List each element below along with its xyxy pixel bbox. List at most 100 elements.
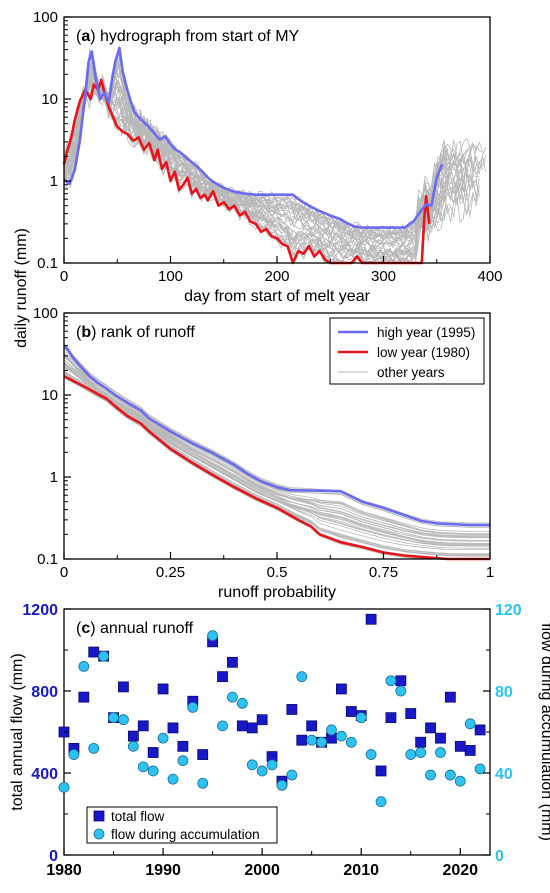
accumulation-flow-point (415, 747, 427, 758)
total-flow-point (88, 646, 100, 658)
x-tick-label: 100 (158, 268, 183, 285)
x-tick-label: 1990 (145, 862, 181, 879)
total-flow-point (286, 704, 298, 715)
other-year-line (63, 359, 490, 541)
accumulation-flow-point (365, 749, 377, 760)
legend-swatch (93, 810, 105, 822)
total-flow-point (118, 681, 129, 693)
total-flow-point (464, 745, 476, 756)
accumulation-flow-point (375, 796, 387, 808)
accumulation-flow-point (197, 777, 209, 789)
accumulation-flow-point (306, 734, 318, 746)
panel-title: (b) rank of runoff (76, 324, 195, 341)
accumulation-flow-point (335, 730, 347, 742)
accumulation-flow-point (88, 743, 100, 754)
legend-label: flow during accumulation (111, 827, 260, 842)
accumulation-flow-point (227, 691, 238, 703)
accumulation-flow-point (425, 769, 436, 781)
y2-tick-label: 120 (495, 602, 522, 619)
other-year-line (63, 56, 487, 238)
accumulation-flow-markers (58, 630, 486, 808)
other-year-line (63, 80, 445, 264)
x-tick-label: 0.25 (156, 564, 185, 581)
x-tick-label: 0.75 (369, 564, 398, 581)
total-flow-point (375, 765, 387, 777)
total-flow-point (405, 708, 417, 719)
total-flow-point (454, 740, 466, 752)
other-year-line (63, 356, 490, 539)
total-flow-point (296, 734, 308, 746)
accumulation-flow-point (187, 702, 199, 713)
total-flow-point (197, 749, 209, 760)
x-tick-label: 1 (486, 564, 494, 581)
total-flow-point (385, 712, 397, 724)
other-year-line (63, 56, 467, 242)
total-flow-point (474, 724, 486, 736)
legend-swatch (93, 828, 105, 840)
y-axis-label: total annual flow (mm) (9, 653, 26, 810)
y-tick-label: 1200 (22, 602, 58, 619)
x-tick-label: 0 (60, 564, 68, 581)
legend-label: total flow (111, 809, 165, 824)
y-tick-label: 100 (33, 305, 58, 322)
accumulation-flow-point (217, 720, 228, 732)
other-year-line (63, 60, 487, 243)
total-flow-point (415, 736, 427, 748)
total-flow-point (127, 730, 139, 742)
y-tick-label: 0.1 (37, 255, 58, 272)
other-year-line (63, 362, 490, 546)
x-tick-label: 0.5 (267, 564, 288, 581)
other-year-line (63, 359, 490, 541)
other-year-line (63, 363, 490, 545)
low-year-line (62, 78, 431, 265)
y-tick-label: 0 (49, 848, 58, 865)
accumulation-flow-point (444, 769, 456, 781)
y-tick-label: 1 (50, 173, 58, 190)
total-flow-point (236, 720, 248, 732)
legend-label: other years (377, 365, 445, 380)
accumulation-flow-point (167, 773, 179, 785)
other-year-line (63, 361, 490, 544)
legend-label: low year (1980) (377, 345, 470, 360)
other-year-line (63, 364, 490, 547)
other-year-line (63, 359, 490, 542)
accumulation-flow-point (127, 740, 139, 752)
accumulation-flow-point (266, 759, 278, 771)
other-year-line (63, 371, 490, 555)
legend-box (86, 806, 278, 844)
high-year-line (63, 46, 444, 229)
y-tick-label: 10 (41, 91, 58, 108)
other-year-line (63, 366, 490, 549)
accumulation-flow-point (316, 736, 327, 748)
accumulation-flow-point (385, 675, 397, 687)
total-flow-point (335, 683, 347, 695)
panel-title: (c) annual runoff (76, 620, 194, 637)
total-flow-point (246, 722, 258, 734)
accumulation-flow-point (454, 775, 466, 787)
accumulation-flow-point (207, 630, 219, 642)
y-tick-label: 100 (33, 9, 58, 26)
total-flow-point (177, 740, 189, 752)
accumulation-flow-point (157, 732, 169, 744)
accumulation-flow-point (474, 763, 486, 775)
legend: high year (1995) low year (1980) other yea… (329, 317, 485, 385)
other-year-line (63, 353, 490, 535)
y2-axis-label: flow during accumulation (mm) (538, 623, 550, 841)
accumulation-flow-point (395, 685, 407, 697)
accumulation-flow-point (177, 755, 189, 767)
y-tick-label: 10 (41, 387, 58, 404)
x-tick-label: 0 (60, 268, 68, 285)
accumulation-flow-point (256, 765, 268, 777)
total-flow-point (444, 691, 456, 703)
total-flow-point (345, 706, 357, 717)
legend: total flow flow during accumulation (86, 806, 278, 844)
x-tick-label: 2000 (244, 862, 280, 879)
x-tick-label: 2020 (442, 862, 478, 879)
panel-title: (a) hydrograph from start of MY (76, 28, 300, 45)
x-axis-label: runoff probability (218, 584, 336, 601)
accumulation-flow-point (236, 697, 248, 709)
accumulation-flow-point (147, 765, 159, 777)
total-flow-point (306, 720, 318, 732)
y-tick-label: 800 (31, 684, 58, 701)
